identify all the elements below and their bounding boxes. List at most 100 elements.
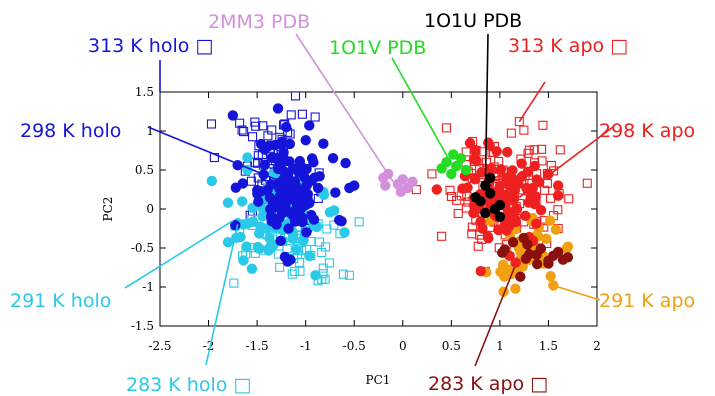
313-k-apo-point bbox=[411, 185, 421, 195]
298-k-holo-point bbox=[300, 181, 312, 192]
283-k-apo-point bbox=[499, 244, 510, 255]
313-k-apo-point bbox=[582, 178, 592, 188]
1o1u-pdb-point bbox=[480, 207, 491, 219]
283-k-holo-point bbox=[324, 258, 334, 268]
283-k-holo-point bbox=[229, 278, 239, 288]
283-k-apo-point bbox=[543, 258, 554, 269]
298-k-apo-point bbox=[485, 163, 497, 174]
2mm3-pdb-point bbox=[397, 174, 408, 185]
298-k-holo-point bbox=[284, 174, 296, 186]
313-k-apo-point bbox=[538, 120, 548, 130]
298-k-holo-point bbox=[279, 154, 290, 165]
283-k-apo-label: 283 K apo □ bbox=[428, 373, 548, 395]
298-k-apo-point bbox=[522, 166, 533, 177]
298-k-holo-point bbox=[237, 178, 249, 189]
291-k-apo-point bbox=[510, 283, 521, 294]
291-k-holo-label: 291 K holo bbox=[10, 290, 111, 312]
annotation-labels: 313 K holo □ 298 K holo 291 K holo 283 K ho… bbox=[10, 10, 695, 396]
298-k-apo-point bbox=[508, 193, 520, 205]
298-k-apo-point bbox=[520, 210, 531, 222]
313-k-holo-point bbox=[290, 91, 301, 101]
x-tick-label: -0.5 bbox=[343, 339, 366, 353]
298-k-apo-point bbox=[503, 221, 515, 232]
298-k-holo-point bbox=[227, 110, 239, 121]
x-tick-label: 0.5 bbox=[442, 339, 461, 353]
283-k-holo-point bbox=[290, 266, 300, 276]
298-k-apo-point bbox=[483, 137, 494, 148]
298-k-apo-point bbox=[511, 203, 523, 215]
298-k-holo-point bbox=[283, 223, 294, 234]
291-k-apo-point bbox=[541, 233, 552, 244]
298-k-holo-point bbox=[272, 103, 284, 114]
x-tick-label: 1.5 bbox=[539, 339, 558, 353]
291-k-holo-leader-line bbox=[124, 220, 234, 289]
298-k-apo-point bbox=[464, 137, 476, 149]
313-k-apo-point bbox=[453, 208, 463, 219]
1o1v-pdb-point bbox=[436, 163, 447, 174]
313-k-apo-point bbox=[519, 125, 529, 135]
283-k-holo-point bbox=[287, 269, 297, 279]
298-k-holo-point bbox=[274, 183, 285, 194]
y-axis-label: PC2 bbox=[101, 197, 115, 222]
x-tick-label: 0 bbox=[399, 339, 407, 353]
298-k-holo-point bbox=[275, 235, 286, 247]
313-k-apo-label: 313 K apo □ bbox=[508, 35, 628, 57]
298-k-apo-point bbox=[431, 184, 442, 195]
283-k-holo-point bbox=[338, 269, 348, 279]
298-k-holo-point bbox=[340, 157, 351, 169]
1o1v-pdb-leader-line bbox=[391, 57, 453, 165]
298-k-apo-point bbox=[470, 145, 481, 157]
291-k-holo-point bbox=[253, 243, 265, 255]
298-k-apo-point bbox=[516, 158, 527, 169]
1o1u-pdb-label: 1O1U PDB bbox=[424, 10, 522, 32]
298-k-holo-point bbox=[296, 191, 307, 203]
298-k-holo-point bbox=[285, 254, 296, 265]
298-k-apo-point bbox=[503, 206, 514, 217]
313-k-apo-point bbox=[555, 145, 565, 155]
291-k-holo-point bbox=[339, 227, 350, 238]
313-k-apo-point bbox=[564, 194, 574, 204]
313-k-apo-point bbox=[514, 117, 524, 127]
313-k-holo-point bbox=[310, 112, 320, 122]
291-k-holo-point bbox=[304, 250, 315, 262]
2mm3-pdb-leader-line bbox=[295, 33, 394, 183]
283-k-holo-point bbox=[344, 270, 354, 280]
313-k-apo-point bbox=[537, 144, 547, 154]
298-k-apo-point bbox=[483, 232, 494, 244]
1o1v-pdb-label: 1O1V PDB bbox=[329, 37, 426, 59]
1o1v-pdb-point bbox=[450, 160, 462, 172]
1o1v-pdb-point bbox=[460, 164, 472, 176]
298-k-apo-point bbox=[476, 166, 487, 178]
x-tick-label: 1 bbox=[496, 339, 504, 353]
298-k-holo-point bbox=[259, 159, 271, 170]
x-tick-label: -2.5 bbox=[148, 339, 171, 353]
291-k-holo-point bbox=[310, 270, 321, 281]
298-k-holo-point bbox=[266, 179, 277, 190]
298-k-apo-point bbox=[510, 257, 521, 268]
291-k-holo-point bbox=[238, 255, 249, 266]
298-k-apo-point bbox=[491, 146, 502, 157]
298-k-apo-point bbox=[504, 180, 515, 191]
y-tick-label: 0 bbox=[146, 202, 154, 216]
313-k-apo-point bbox=[441, 123, 452, 133]
313-k-apo-point bbox=[553, 205, 563, 215]
298-k-apo-point bbox=[477, 223, 488, 234]
298-k-apo-label: 298 K apo bbox=[599, 120, 695, 142]
291-k-apo-point bbox=[499, 270, 510, 281]
291-k-holo-point bbox=[222, 197, 234, 208]
x-tick-label: -2 bbox=[203, 339, 215, 353]
298-k-apo-point bbox=[535, 205, 547, 216]
313-k-apo-point bbox=[467, 229, 477, 239]
313-k-holo-point bbox=[297, 109, 307, 119]
y-tick-label: 1 bbox=[146, 124, 154, 138]
291-k-apo-point bbox=[550, 224, 562, 235]
283-k-apo-point bbox=[531, 258, 543, 270]
291-k-apo-label: 291 K apo bbox=[599, 290, 695, 312]
298-k-holo-point bbox=[336, 216, 347, 227]
298-k-apo-point bbox=[531, 218, 542, 229]
298-k-holo-leader-line bbox=[147, 126, 282, 183]
291-k-holo-point bbox=[291, 244, 302, 255]
313-k-apo-point bbox=[523, 148, 533, 158]
298-k-apo-point bbox=[462, 182, 473, 193]
298-k-apo-point bbox=[493, 224, 504, 236]
